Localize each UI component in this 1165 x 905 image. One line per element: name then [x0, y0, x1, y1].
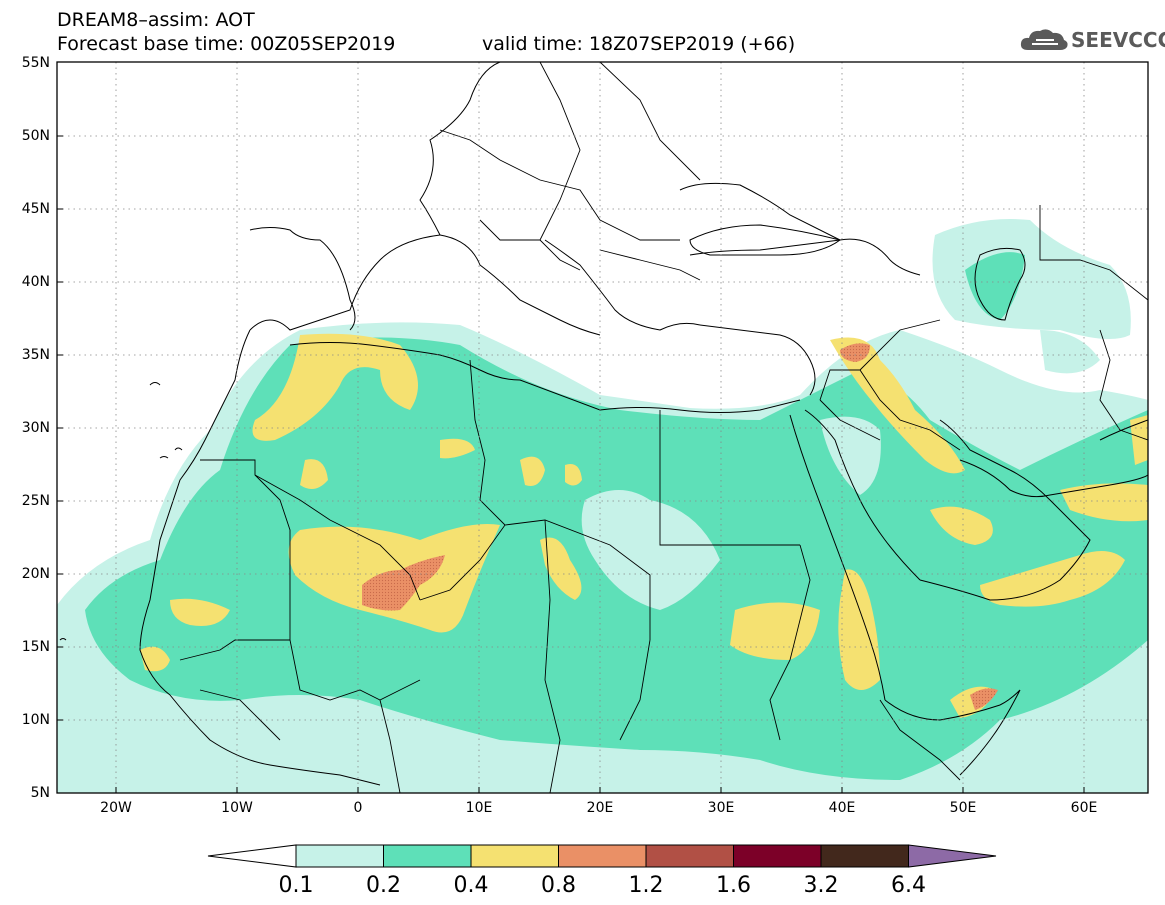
colorbar-segment — [558, 844, 647, 868]
aot-layer-0-8-sahara — [362, 555, 445, 611]
lat-label: 40N — [21, 274, 50, 290]
colorbar — [207, 844, 997, 868]
colorbar-under-arrow — [207, 844, 297, 868]
lat-label: 10N — [21, 712, 50, 728]
colorbar-label: 3.2 — [803, 873, 839, 898]
colorbar-label: 1.6 — [716, 873, 751, 898]
valid-time: valid time: 18Z07SEP2019 (+66) — [482, 33, 796, 55]
lat-label: 15N — [21, 639, 50, 655]
lon-label: 0 — [353, 800, 363, 816]
colorbar-segment — [733, 844, 822, 868]
lat-label: 25N — [21, 493, 50, 509]
lon-label: 20W — [100, 800, 132, 816]
lon-label: 10W — [221, 800, 253, 816]
coastlines — [59, 62, 1148, 786]
colorbar-segment — [295, 844, 384, 868]
colorbar-label: 0.1 — [278, 873, 314, 898]
lon-label: 50E — [949, 800, 977, 816]
aot-field — [57, 219, 1148, 793]
aot-layer-0-1-caspian — [932, 219, 1131, 339]
lon-label: 30E — [707, 800, 735, 816]
colorbar-label: 0.8 — [541, 873, 576, 898]
forecast-base-time: Forecast base time: 00Z05SEP2019 — [57, 33, 396, 55]
cloud-icon — [1020, 29, 1068, 50]
lon-label: 60E — [1070, 800, 1098, 816]
colorbar-label: 6.4 — [891, 873, 926, 898]
lat-label: 5N — [30, 785, 50, 801]
lat-label: 20N — [21, 566, 50, 582]
tick-marks — [57, 135, 1085, 793]
country-borders — [179, 62, 1148, 793]
colorbar-label: 0.2 — [366, 873, 401, 898]
lat-label: 35N — [21, 347, 50, 363]
colorbar-segment — [645, 844, 734, 868]
aot-layer-0-4-atlas — [252, 333, 418, 441]
colorbar-segment — [820, 844, 909, 868]
grid-lines — [57, 62, 1148, 793]
colorbar-over-arrow — [908, 844, 997, 868]
lat-label: 50N — [21, 128, 50, 144]
aot-layer-0-4-west — [170, 598, 230, 626]
aot-layer-0-4-mesopotamia — [830, 337, 965, 474]
chart-title: DREAM8–assim: AOT — [57, 9, 255, 31]
colorbar-segment — [470, 844, 559, 868]
colorbar-segment — [383, 844, 472, 868]
lat-label: 55N — [21, 55, 50, 71]
colorbar-label: 0.4 — [453, 873, 489, 898]
lon-label: 40E — [828, 800, 856, 816]
logo-text: SEEVCCC — [1071, 28, 1165, 52]
lon-label: 20E — [586, 800, 614, 816]
seevccc-logo: SEEVCCC — [1018, 24, 1165, 56]
lon-label: 10E — [465, 800, 493, 816]
colorbar-label: 1.2 — [628, 873, 664, 898]
lat-label: 45N — [21, 201, 50, 217]
lat-label: 30N — [21, 420, 50, 436]
